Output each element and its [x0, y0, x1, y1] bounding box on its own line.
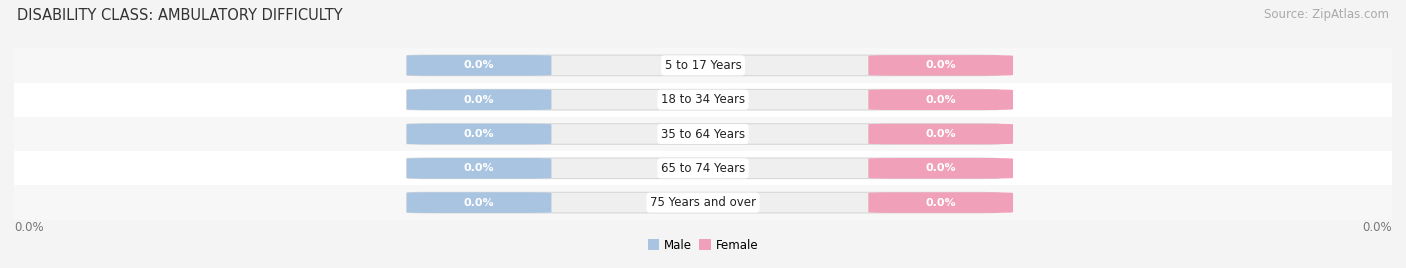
FancyBboxPatch shape: [406, 158, 551, 178]
Text: 75 Years and over: 75 Years and over: [650, 196, 756, 209]
Legend: Male, Female: Male, Female: [648, 239, 758, 252]
FancyBboxPatch shape: [406, 124, 551, 144]
FancyBboxPatch shape: [406, 90, 1000, 110]
Text: 0.0%: 0.0%: [464, 95, 495, 105]
FancyBboxPatch shape: [14, 83, 1392, 117]
FancyBboxPatch shape: [14, 117, 1392, 151]
Text: 65 to 74 Years: 65 to 74 Years: [661, 162, 745, 175]
Text: 0.0%: 0.0%: [464, 198, 495, 208]
Text: 0.0%: 0.0%: [1362, 221, 1392, 234]
FancyBboxPatch shape: [406, 158, 1000, 178]
FancyBboxPatch shape: [14, 151, 1392, 185]
FancyBboxPatch shape: [869, 192, 1012, 213]
Text: 5 to 17 Years: 5 to 17 Years: [665, 59, 741, 72]
FancyBboxPatch shape: [869, 90, 1012, 110]
Text: 0.0%: 0.0%: [464, 129, 495, 139]
Text: 0.0%: 0.0%: [14, 221, 44, 234]
FancyBboxPatch shape: [406, 192, 1000, 213]
FancyBboxPatch shape: [406, 124, 1000, 144]
FancyBboxPatch shape: [869, 158, 1012, 178]
Text: 0.0%: 0.0%: [925, 198, 956, 208]
Text: 0.0%: 0.0%: [925, 60, 956, 70]
FancyBboxPatch shape: [14, 185, 1392, 220]
Text: 0.0%: 0.0%: [925, 95, 956, 105]
Text: DISABILITY CLASS: AMBULATORY DIFFICULTY: DISABILITY CLASS: AMBULATORY DIFFICULTY: [17, 8, 343, 23]
FancyBboxPatch shape: [406, 55, 551, 76]
Text: 0.0%: 0.0%: [464, 163, 495, 173]
Text: 0.0%: 0.0%: [925, 129, 956, 139]
FancyBboxPatch shape: [406, 90, 551, 110]
Text: Source: ZipAtlas.com: Source: ZipAtlas.com: [1264, 8, 1389, 21]
Text: 0.0%: 0.0%: [464, 60, 495, 70]
FancyBboxPatch shape: [869, 124, 1012, 144]
Text: 18 to 34 Years: 18 to 34 Years: [661, 93, 745, 106]
FancyBboxPatch shape: [406, 192, 551, 213]
Text: 0.0%: 0.0%: [925, 163, 956, 173]
Text: 35 to 64 Years: 35 to 64 Years: [661, 128, 745, 140]
FancyBboxPatch shape: [406, 55, 1000, 76]
FancyBboxPatch shape: [869, 55, 1012, 76]
FancyBboxPatch shape: [14, 48, 1392, 83]
